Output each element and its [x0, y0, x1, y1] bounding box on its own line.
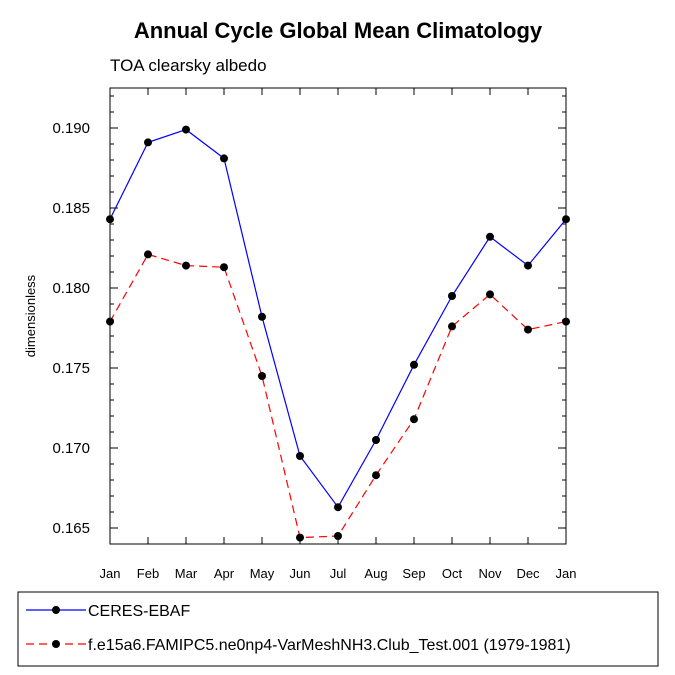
- data-point-series-2: [144, 250, 152, 259]
- series-layer: [106, 125, 570, 542]
- data-point-series-1: [448, 292, 456, 300]
- x-tick-label: Jan: [100, 566, 121, 581]
- x-tick-label: Dec: [516, 566, 540, 581]
- x-tick-label: Jan: [556, 566, 577, 581]
- data-point-series-1: [220, 154, 228, 163]
- data-point-series-1: [182, 125, 190, 134]
- data-point-series-2: [182, 261, 190, 270]
- data-point-series-2: [258, 372, 266, 380]
- x-tick-label: Nov: [478, 566, 502, 581]
- data-point-series-2: [448, 322, 456, 331]
- data-point-series-2: [410, 415, 418, 424]
- data-point-series-1: [296, 452, 304, 460]
- legend-label: f.e15a6.FAMIPC5.ne0np4-VarMeshNH3.Club_T…: [88, 637, 571, 654]
- x-tick-label: Sep: [402, 566, 425, 581]
- x-tick-label: Jun: [290, 566, 311, 581]
- legend: CERES-EBAF f.e15a6.FAMIPC5.ne0np4-VarMesh…: [17, 591, 659, 667]
- chart-subtitle: TOA clearsky albedo: [110, 56, 267, 75]
- x-tick-label: May: [250, 566, 275, 581]
- data-point-series-2: [372, 471, 380, 480]
- y-tick-label: 0.170: [52, 440, 90, 457]
- x-tick-label: Oct: [442, 566, 463, 581]
- data-point-series-2: [524, 325, 532, 334]
- x-tick-label: Feb: [137, 566, 159, 581]
- chart-title: Annual Cycle Global Mean Climatology: [134, 18, 543, 43]
- data-point-series-1: [258, 312, 266, 321]
- data-point-series-2: [334, 532, 342, 540]
- series-line-1: [109, 128, 567, 509]
- x-tick-label: Mar: [175, 566, 198, 581]
- data-point-series-2: [296, 533, 304, 542]
- y-tick-label: 0.180: [52, 280, 90, 297]
- x-tick-label: Jul: [330, 566, 347, 581]
- legend-swatch-marker: [52, 640, 60, 648]
- y-axis-label: dimensionless: [23, 274, 38, 357]
- data-point-series-2: [486, 290, 494, 299]
- legend-swatch-marker: [52, 606, 60, 614]
- y-tick-label: 0.190: [52, 120, 90, 137]
- y-tick-label: 0.165: [52, 520, 90, 537]
- data-point-series-1: [524, 261, 532, 270]
- data-point-series-1: [144, 138, 152, 147]
- legend-label: CERES-EBAF: [88, 603, 190, 620]
- y-tick-label: 0.175: [52, 360, 90, 377]
- x-tick-label: Aug: [364, 566, 387, 581]
- y-tick-label: 0.185: [52, 200, 90, 217]
- series-line-2: [109, 253, 567, 539]
- data-point-series-1: [410, 360, 418, 369]
- data-point-series-1: [334, 503, 342, 512]
- plot-frame: [109, 87, 567, 545]
- data-point-series-2: [220, 263, 228, 272]
- data-point-series-1: [486, 232, 494, 241]
- axis-ticks: Jan Feb Mar Apr May Jun Jul Aug Sep Oct Nov Dec Jan 0…: [52, 88, 576, 581]
- legend-box: [17, 591, 659, 667]
- x-tick-label: Apr: [214, 566, 235, 581]
- data-point-series-1: [372, 436, 380, 444]
